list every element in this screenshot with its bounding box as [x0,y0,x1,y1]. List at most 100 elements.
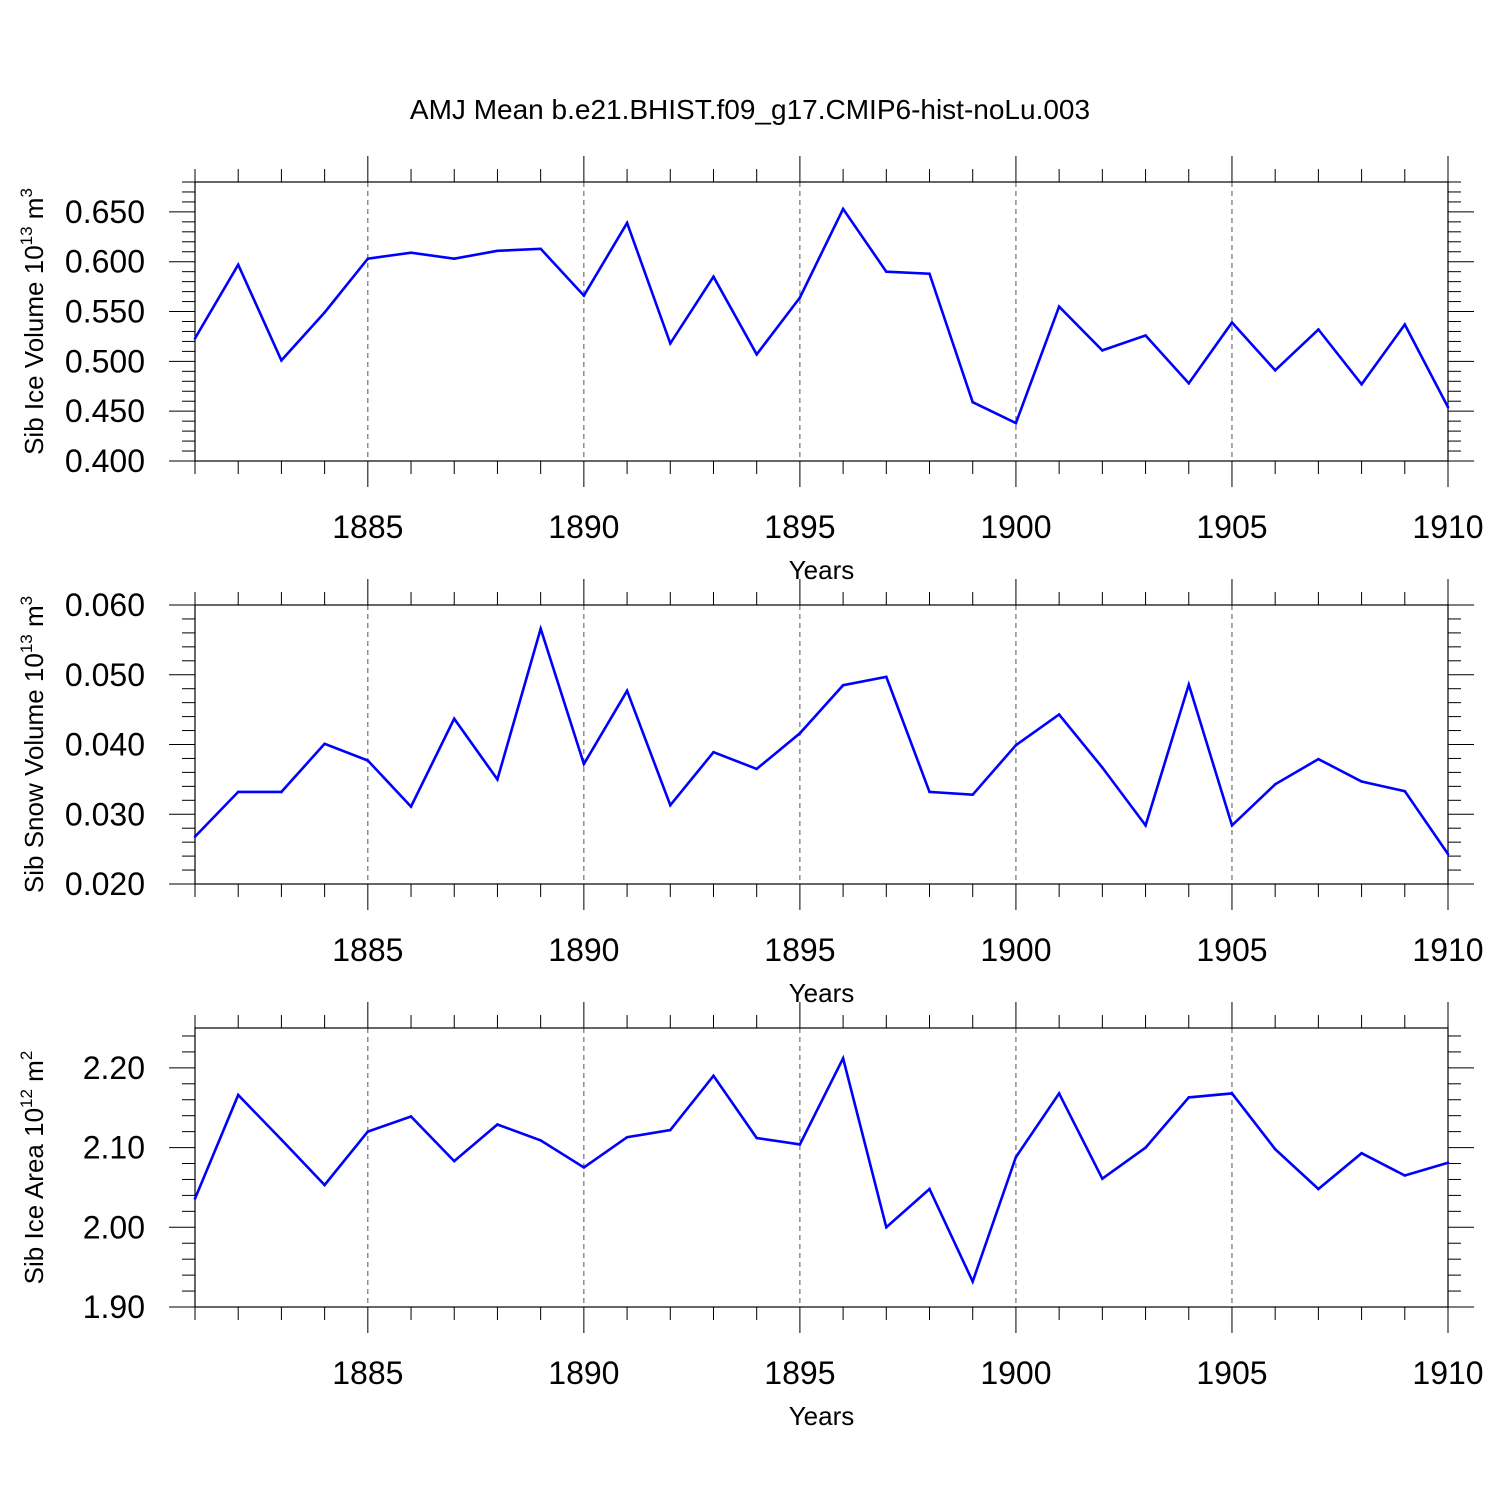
y-tick-label: 0.600 [65,244,145,280]
y-axis-label-text: Sib Ice Area 10 [19,1108,49,1284]
data-point [1187,683,1191,686]
data-point [582,294,586,297]
data-point [323,742,326,746]
data-point [885,675,888,679]
data-point [1230,1092,1234,1095]
y-tick-label: 2.20 [83,1050,145,1086]
data-point [236,790,240,794]
data-point [1446,405,1450,409]
data-point [1273,369,1277,372]
data-point [452,257,456,261]
data-point [1360,780,1363,783]
data-point [1187,1096,1191,1099]
data-point [1144,1146,1147,1149]
data-point [971,793,975,797]
x-tick-label: 1900 [980,509,1051,545]
x-axis-label: Years [789,978,855,1008]
data-point [193,337,197,340]
data-point [1230,321,1234,324]
y-axis-label-exponent: 12 [17,1089,36,1108]
series-line [193,206,1450,425]
data-point [496,249,499,253]
data-point [1446,852,1450,856]
data-point [1317,328,1320,331]
y-axis-label-exponent: 13 [17,226,36,245]
data-point [841,207,845,211]
x-tick-label: 1905 [1196,932,1267,968]
data-point [712,750,715,754]
data-point [1101,1177,1104,1180]
data-point [280,359,283,362]
chart-title: AMJ Mean b.e21.BHIST.f09_g17.CMIP6-hist-… [410,94,1090,125]
y-tick-label: 0.030 [65,796,145,832]
chart-panel-3: 1.90 2.00 2.10 2.20 1885 1890 1895 1900 1905 1910… [17,1002,1484,1431]
data-point [366,759,370,762]
data-point [280,1138,283,1141]
data-point [1057,1092,1061,1095]
y-tick-label: 1.90 [83,1289,145,1325]
x-tick-label: 1890 [548,1355,619,1391]
y-tick-label: 0.650 [65,194,145,230]
data-point [1317,757,1320,761]
data-point [755,1136,758,1140]
y-axis-label-unit: m [19,605,49,634]
data-point [712,275,715,278]
y-axis-label-exponent: 13 [17,634,36,653]
x-tick-label: 1895 [764,1355,835,1391]
data-point [1014,421,1018,425]
data-point [1446,1161,1450,1165]
panels: 0.400 0.450 0.500 0.550 0.600 0.650 1885 1890 18… [17,156,1484,1431]
y-tick-label: 0.450 [65,393,145,429]
data-point [496,1123,499,1126]
data-point [452,717,456,720]
data-point [539,627,542,631]
data-point [928,272,931,275]
data-point [1403,789,1407,793]
data-point [1057,713,1061,716]
x-tick-label: 1905 [1196,1355,1267,1391]
data-point [193,1197,197,1200]
y-tick-label: 0.060 [65,587,145,623]
y-tick-label: 2.10 [83,1130,145,1166]
data-point [539,247,542,251]
data-point [1317,1187,1320,1191]
y-tick-label: 0.500 [65,343,145,379]
x-tick-label: 1895 [764,932,835,968]
data-point [841,1056,845,1060]
series-line [193,1054,1449,1285]
data-point [755,767,758,771]
x-axis-label: Years [789,1401,855,1431]
x-tick-label: 1895 [764,509,835,545]
data-point [971,1280,975,1283]
x-tick-label: 1910 [1412,1355,1483,1391]
data-point [712,1074,715,1078]
y-tick-label: 0.040 [65,727,145,763]
y-axis-label-unit: m [19,198,49,227]
data-point [1273,1147,1277,1151]
data-point [1230,824,1234,827]
data-point [928,1187,931,1191]
x-tick-label: 1910 [1412,932,1483,968]
y-axis-label-unit-exponent: 3 [17,596,36,605]
chart-panel-1: 0.400 0.450 0.500 0.550 0.600 0.650 1885 1890 18… [17,156,1484,585]
data-point [1273,782,1277,786]
y-axis-label-text: Sib Snow Volume 10 [19,653,49,893]
data-point [971,400,975,404]
data-point [1144,824,1147,827]
data-point [582,1166,586,1169]
plot-frame [194,604,1449,885]
data-point [193,835,197,838]
y-tick-label: 0.050 [65,657,145,693]
data-point [236,263,240,267]
x-tick-label: 1910 [1412,509,1483,545]
data-point [668,342,672,345]
data-point [1057,305,1061,308]
data-point [409,1115,413,1118]
data-point [755,353,758,356]
y-axis-label-unit: m [19,1060,49,1089]
series-line [194,624,1450,855]
data-point [885,1225,888,1229]
data-point [798,1143,802,1146]
x-tick-label: 1890 [548,932,619,968]
data-point [1360,382,1363,386]
